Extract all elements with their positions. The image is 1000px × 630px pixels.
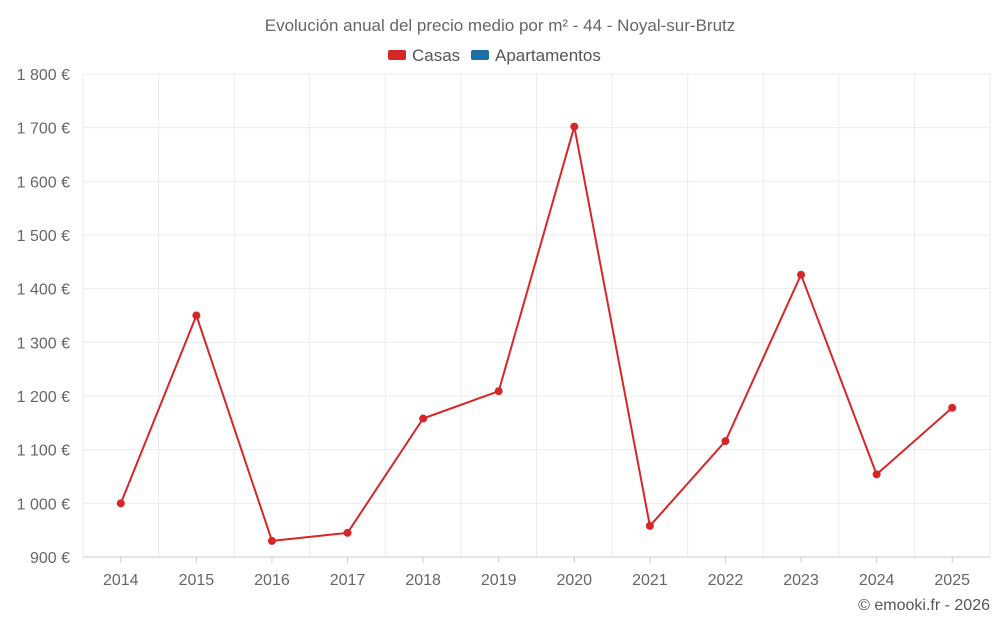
x-axis: 2014 2015 2016 2017 2018 2019 2020 2021 2022 2023… (83, 556, 990, 589)
y-tick-label-1: 1 000 € (17, 496, 70, 513)
credit-text: © emooki.fr - 2026 (858, 597, 990, 614)
y-tick-label-4: 1 300 € (17, 335, 70, 352)
data-point-2020 (570, 122, 579, 131)
x-tick-label-0: 2014 (103, 572, 139, 589)
series-line-casas (119, 125, 953, 542)
x-tick-label-1: 2015 (179, 572, 215, 589)
y-tick-label-5: 1 400 € (17, 282, 70, 299)
legend-label-1: Apartamentos (495, 46, 601, 65)
series-group (116, 122, 957, 545)
x-tick-label-8: 2022 (708, 572, 744, 589)
y-tick-label-0: 900 € (30, 550, 70, 567)
y-tick-label-8: 1 700 € (17, 121, 70, 138)
data-point-2018 (419, 414, 428, 423)
x-tick-label-3: 2017 (330, 572, 366, 589)
y-tick-label-6: 1 500 € (17, 228, 70, 245)
data-point-2023 (797, 270, 806, 279)
chart-title: Evolución anual del precio medio por m² … (265, 16, 736, 35)
x-tick-label-6: 2020 (556, 572, 592, 589)
y-tick-label-3: 1 200 € (17, 389, 70, 406)
y-tick-label-7: 1 600 € (17, 174, 70, 191)
data-point-2016 (267, 536, 276, 545)
x-tick-label-10: 2024 (859, 572, 895, 589)
data-point-2017 (343, 528, 352, 537)
x-tick-label-5: 2019 (481, 572, 517, 589)
data-point-2024 (872, 470, 881, 479)
x-tick-label-11: 2025 (934, 572, 970, 589)
data-point-2021 (645, 521, 654, 530)
grid (82, 73, 991, 558)
data-point-2015 (192, 311, 201, 320)
x-tick-label-2: 2016 (254, 572, 290, 589)
legend-label-0: Casas (412, 46, 460, 65)
y-axis: 900 € 1 000 € 1 100 € 1 200 € 1 300 € 1 400 €… (17, 67, 70, 567)
data-point-2025 (948, 403, 957, 412)
legend: Casas Apartamentos (388, 46, 601, 65)
legend-swatch-1 (471, 50, 489, 60)
y-tick-label-9: 1 800 € (17, 67, 70, 84)
data-point-2022 (721, 437, 730, 446)
x-tick-label-7: 2021 (632, 572, 668, 589)
x-tick-label-9: 2023 (783, 572, 819, 589)
data-point-2019 (494, 387, 503, 396)
legend-swatch-0 (388, 50, 406, 60)
y-tick-label-2: 1 100 € (17, 443, 70, 460)
x-tick-label-4: 2018 (405, 572, 441, 589)
data-point-2014 (116, 499, 125, 508)
